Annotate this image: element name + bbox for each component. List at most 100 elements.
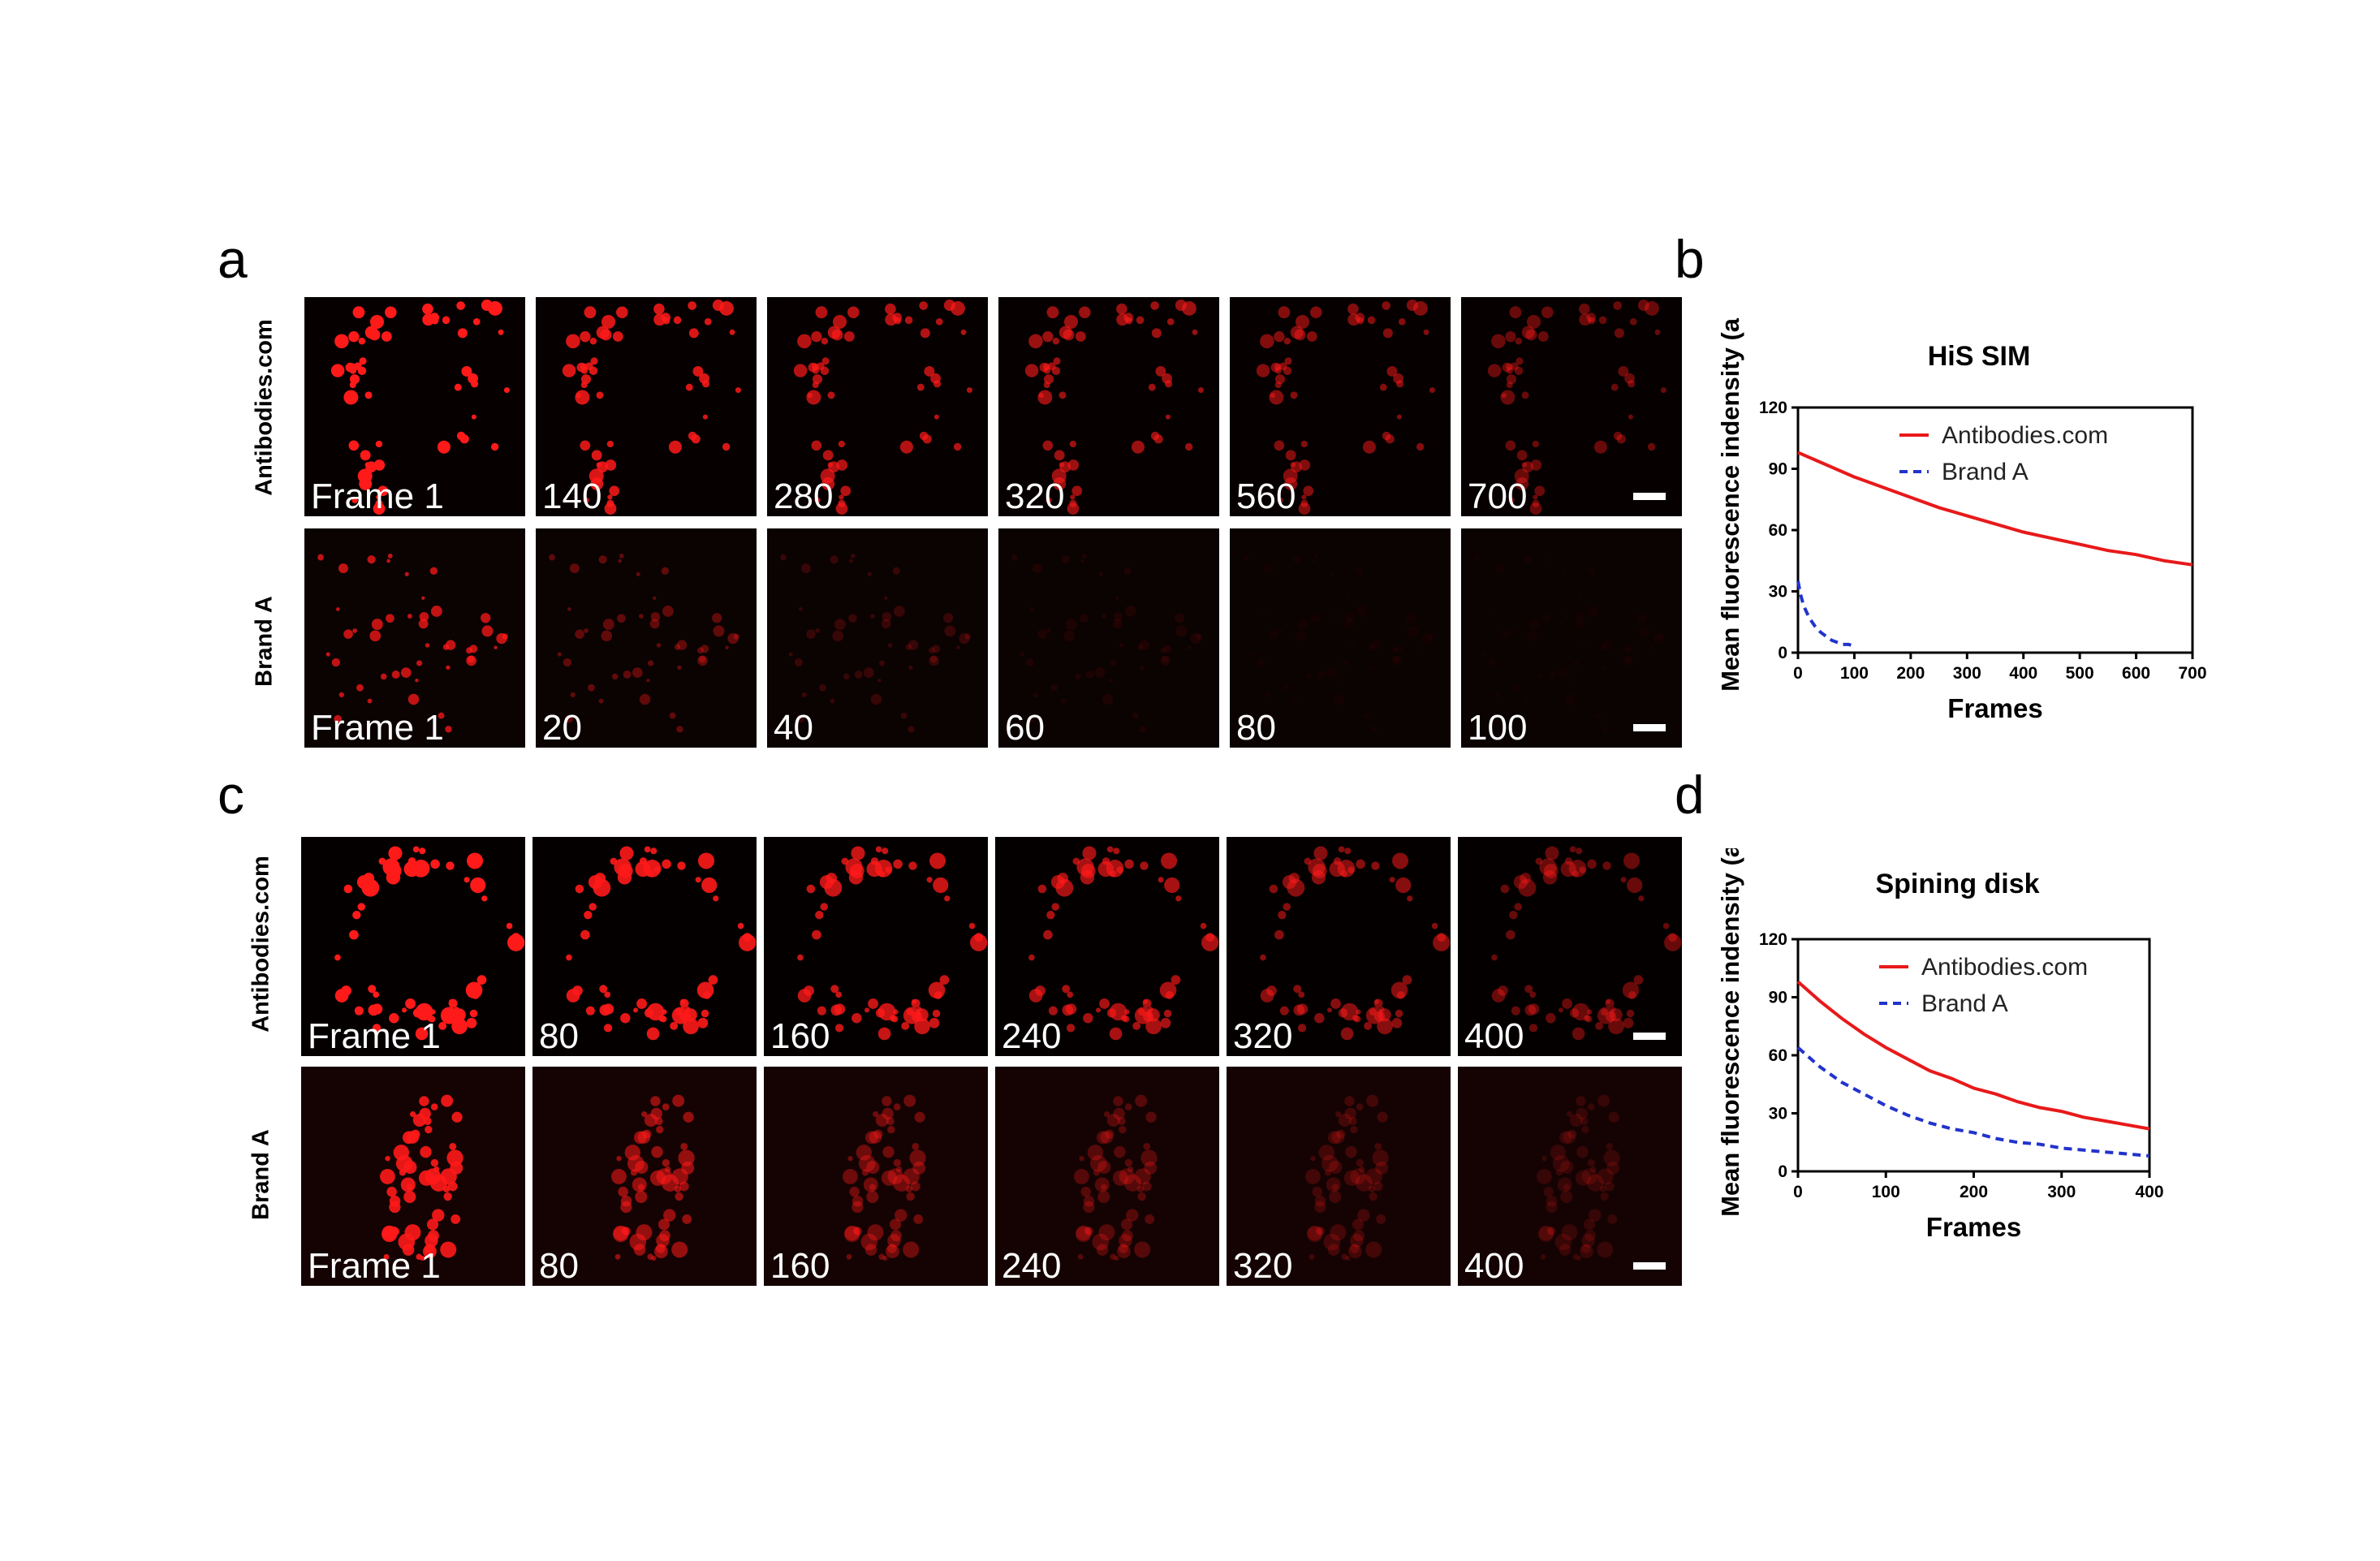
- fluorescence-spot: [1259, 714, 1267, 723]
- fluorescence-spot: [929, 655, 939, 666]
- fluorescence-spot: [1321, 1155, 1339, 1172]
- fluorescence-spot: [1626, 1009, 1635, 1018]
- fluorescence-spot: [685, 383, 693, 391]
- fluorescence-spot: [459, 434, 469, 444]
- fluorescence-spot: [1344, 1107, 1356, 1120]
- fluorescence-spot: [382, 858, 400, 876]
- fluorescence-spots: [793, 300, 972, 515]
- fluorescence-spot: [1146, 1008, 1160, 1022]
- fluorescence-spot: [412, 846, 420, 853]
- fluorescence-spot: [1327, 1244, 1340, 1256]
- fluorescence-spot: [619, 846, 634, 860]
- fluorescence-spot: [733, 633, 739, 640]
- fluorescence-spot: [1416, 442, 1425, 451]
- fluorescence-spot: [1398, 317, 1406, 326]
- fluorescence-spot: [1356, 859, 1365, 869]
- fluorescence-spots: [1305, 1094, 1389, 1261]
- fluorescence-spot: [932, 1009, 941, 1018]
- fluorescence-spot: [1293, 985, 1302, 994]
- fluorescence-spot: [819, 875, 834, 890]
- fluorescence-spot: [821, 357, 830, 365]
- fluorescence-spot: [1083, 1201, 1095, 1214]
- fluorescence-spot: [1579, 303, 1590, 315]
- fluorescence-spot: [1502, 362, 1512, 373]
- fluorescence-spot: [616, 306, 628, 319]
- fluorescence-spot: [1063, 329, 1075, 341]
- fluorescence-spot: [1487, 364, 1502, 377]
- fluorescence-spot: [882, 1096, 892, 1106]
- fluorescence-spot: [1352, 1015, 1359, 1022]
- fluorescence-spot: [1097, 1190, 1110, 1203]
- fluorescence-spot: [1263, 563, 1274, 574]
- fluorescence-spot: [419, 847, 426, 855]
- fluorescence-spot: [1076, 858, 1094, 876]
- fluorescence-spot: [1623, 1017, 1634, 1028]
- fluorescence-spot: [623, 671, 632, 679]
- fluorescence-spot: [839, 494, 844, 500]
- fluorescence-spot: [868, 998, 878, 1009]
- fluorescence-spot: [356, 875, 371, 890]
- fluorescence-spot: [830, 1004, 843, 1016]
- fluorescence-spot: [422, 313, 435, 326]
- fluorescence-spot: [1496, 692, 1501, 697]
- fluorescence-spot: [1079, 1156, 1084, 1162]
- fluorescence-spot: [659, 1230, 670, 1242]
- fluorescence-spot: [1391, 655, 1402, 666]
- fluorescence-spot: [1112, 1170, 1129, 1186]
- frame-label: 320: [1233, 1016, 1293, 1056]
- fluorescence-spot: [506, 922, 513, 929]
- microscopy-image: 400: [1458, 1067, 1682, 1286]
- fluorescence-spot: [886, 1117, 895, 1126]
- fluorescence-spot: [877, 1027, 891, 1041]
- fluorescence-spot: [814, 497, 821, 503]
- fluorescence-spot: [1558, 667, 1568, 678]
- fluorescence-spot: [636, 571, 640, 576]
- fluorescence-spot: [1530, 459, 1542, 471]
- fluorescence-spot: [1537, 674, 1544, 680]
- fluorescence-spot: [1552, 1155, 1570, 1172]
- fluorescence-spot: [371, 619, 383, 631]
- fluorescence-spot: [1500, 884, 1510, 894]
- fluorescence-spot: [1113, 1096, 1123, 1106]
- fluorescence-spot: [1356, 1103, 1364, 1110]
- fluorescence-spot: [422, 303, 433, 315]
- fluorescence-spot: [1550, 1145, 1567, 1161]
- y-tick-label: 90: [1769, 460, 1787, 479]
- fluorescence-spot: [1080, 1186, 1091, 1197]
- fluorescence-spot: [644, 846, 651, 853]
- fluorescence-spot: [1158, 877, 1164, 883]
- fluorescence-spot: [1560, 1160, 1574, 1174]
- fluorescence-spot: [1607, 1214, 1618, 1224]
- fluorescence-spot: [820, 468, 835, 484]
- fluorescence-spot: [1613, 301, 1622, 310]
- fluorescence-spot: [1269, 884, 1278, 894]
- fluorescence-spot: [1305, 673, 1313, 680]
- fluorescence-spot: [1650, 646, 1653, 649]
- fluorescence-spot: [1136, 1185, 1145, 1192]
- fluorescence-spot: [1367, 316, 1376, 325]
- fluorescence-spot: [1124, 859, 1134, 869]
- fluorescence-spot: [1586, 1174, 1604, 1192]
- fluorescence-spot: [1382, 301, 1390, 310]
- fluorescence-spot: [1511, 1006, 1520, 1016]
- frame-label: 140: [542, 476, 602, 516]
- fluorescence-spot: [635, 860, 651, 878]
- fluorescence-spot: [1316, 1227, 1326, 1236]
- fluorescence-spot: [845, 858, 863, 876]
- frame-label: 40: [774, 708, 813, 748]
- fluorescence-spot: [1050, 683, 1058, 692]
- fluorescence-spot: [1160, 655, 1171, 666]
- fluorescence-spot: [815, 306, 828, 319]
- fluorescence-spot: [1514, 366, 1524, 376]
- fluorescence-spot: [463, 877, 470, 883]
- fluorescence-spot: [446, 861, 455, 870]
- fluorescence-spot: [1369, 1192, 1378, 1201]
- fluorescence-spot: [885, 1244, 899, 1259]
- fluorescence-spot: [1278, 911, 1287, 920]
- fluorescence-spot: [1341, 660, 1348, 666]
- fluorescence-spot: [1609, 1008, 1623, 1022]
- microscopy-image: 20: [536, 528, 757, 748]
- fluorescence-spot: [1131, 440, 1145, 454]
- fluorescence-spot: [456, 301, 465, 310]
- fluorescence-spot: [1664, 934, 1682, 951]
